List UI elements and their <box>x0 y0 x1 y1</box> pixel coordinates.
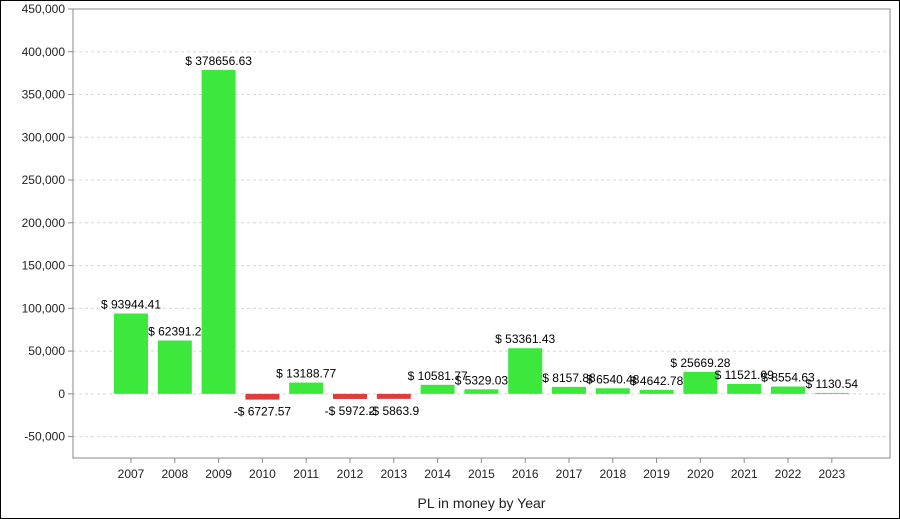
bar-2013 <box>376 393 411 399</box>
x-tick-label: 2010 <box>249 467 276 481</box>
bar-2010 <box>245 393 280 400</box>
data-label-2021: $ 11521.09 <box>715 368 774 382</box>
data-labels: $ 93944.41 $ 62391.2 $ 378656.63 -$ 6727.57… <box>101 54 858 419</box>
data-label-2015: $ 5329.03 <box>455 373 509 387</box>
data-label-2014: $ 10581.77 <box>408 369 468 383</box>
data-label-2020: $ 25669.28 <box>670 356 730 370</box>
bar-2022 <box>771 386 805 394</box>
x-tick-label: 2009 <box>205 467 232 481</box>
bar-2019 <box>639 389 674 394</box>
data-label-2008: $ 62391.2 <box>148 324 202 338</box>
y-tick-label: 400,000 <box>22 45 66 59</box>
bar-2016 <box>508 348 543 394</box>
bars <box>114 70 849 400</box>
x-tick-label: 2015 <box>468 467 495 481</box>
bar-2014 <box>420 384 455 394</box>
x-tick-label: 2007 <box>118 467 145 481</box>
bar-2020 <box>683 371 718 394</box>
x-tick-label: 2022 <box>775 467 802 481</box>
y-tick-label: 350,000 <box>22 88 66 102</box>
y-tick-label: 0 <box>58 387 65 401</box>
x-tick-label: 2020 <box>687 467 714 481</box>
y-tick-label: 250,000 <box>22 173 66 187</box>
bar-2015 <box>464 389 499 394</box>
x-tick-label: 2016 <box>512 467 539 481</box>
data-label-2009: $ 378656.63 <box>185 54 252 68</box>
data-label-2017: $ 8157.88 <box>542 371 596 385</box>
bar-2023 <box>814 392 849 394</box>
bar-2008 <box>157 340 192 394</box>
x-tick-label: 2018 <box>599 467 626 481</box>
data-label-2019: $ 4642.78 <box>630 374 684 388</box>
x-tick-label: 2023 <box>818 467 845 481</box>
data-label-2013: -$ 5863.9 <box>368 404 419 418</box>
data-label-2007: $ 93944.41 <box>101 298 161 312</box>
y-tick-label: 200,000 <box>22 216 66 230</box>
x-tick-label: 2008 <box>161 467 188 481</box>
bar-2018 <box>595 388 630 394</box>
data-label-2023: $ 1130.54 <box>806 377 859 391</box>
x-tick-label: 2014 <box>424 467 451 481</box>
data-label-2011: $ 13188.77 <box>276 367 336 381</box>
data-label-2012: -$ 5972.2 <box>325 404 376 418</box>
x-tick-label: 2011 <box>293 467 319 481</box>
y-tick-label: 450,000 <box>22 2 66 16</box>
y-tick-label: 50,000 <box>28 344 65 358</box>
x-tick-labels: 2007 2008 2009 2010 2011 2012 2013 2014 2015 2016… <box>118 458 845 481</box>
bar-2017 <box>552 386 586 394</box>
data-label-2018: $ 6540.48 <box>586 372 640 386</box>
data-label-2016: $ 53361.43 <box>495 332 555 346</box>
y-tick-label: 300,000 <box>22 130 66 144</box>
data-label-2010: -$ 6727.57 <box>234 405 292 419</box>
bar-2007 <box>114 313 148 394</box>
y-tick-label: -50,000 <box>24 430 65 444</box>
bar-2012 <box>333 393 367 399</box>
bar-2009 <box>201 70 236 394</box>
x-axis-title: PL in money by Year <box>418 495 546 511</box>
bar-2021 <box>727 384 762 394</box>
data-label-2022: $ 8554.63 <box>761 371 815 385</box>
y-tick-label: 150,000 <box>22 259 66 273</box>
x-tick-label: 2021 <box>731 467 758 481</box>
x-tick-label: 2012 <box>337 467 364 481</box>
y-tick-labels: -50,000 0 50,000 100,000 150,000 200,000 250,0… <box>22 2 73 444</box>
bar-2011 <box>289 382 324 394</box>
x-tick-label: 2013 <box>380 467 407 481</box>
y-tick-label: 100,000 <box>22 301 66 315</box>
x-tick-label: 2017 <box>556 467 583 481</box>
x-tick-label: 2019 <box>643 467 670 481</box>
